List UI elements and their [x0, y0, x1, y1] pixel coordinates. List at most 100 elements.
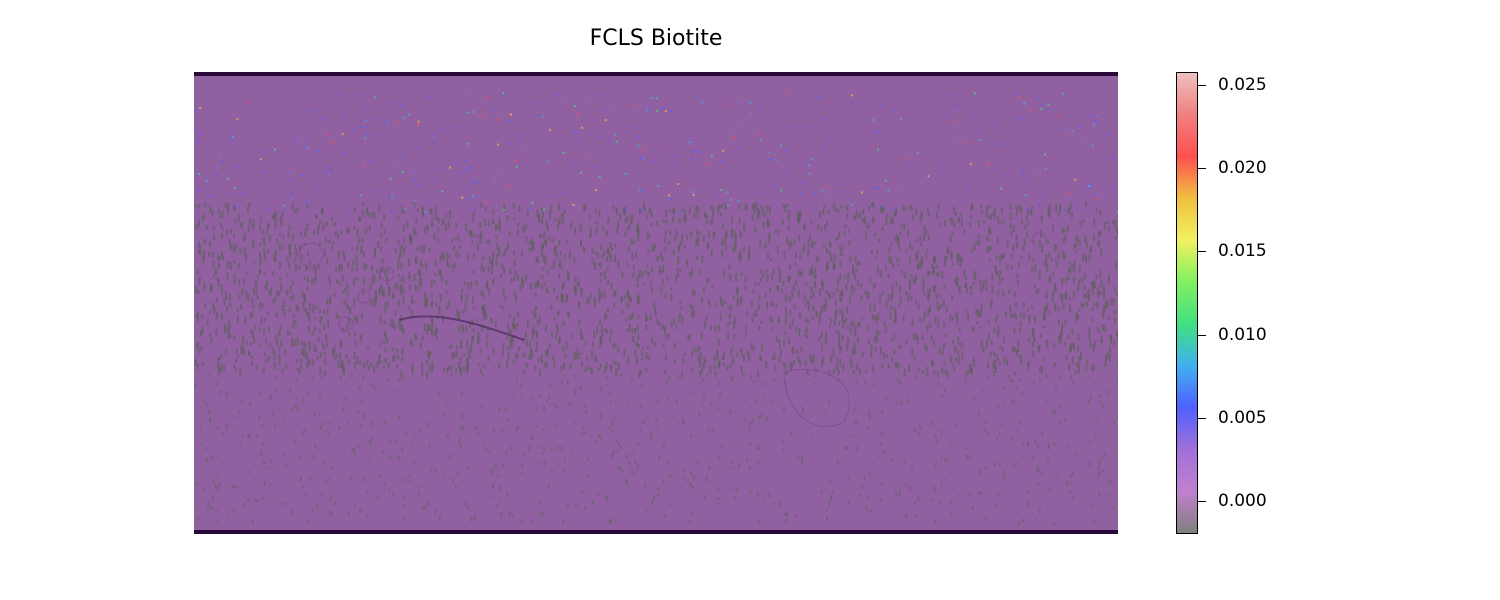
speckle [671, 415, 674, 419]
speckle [811, 356, 814, 364]
speckle [736, 352, 739, 357]
speckle [718, 360, 721, 366]
speckle [354, 519, 357, 522]
speckle [734, 133, 737, 136]
speckle [297, 306, 300, 313]
speckle [362, 210, 365, 217]
speckle [351, 268, 354, 272]
speckle [793, 360, 796, 365]
speckle [989, 351, 992, 357]
speckle [832, 369, 835, 375]
speckle [515, 159, 518, 162]
speckle [498, 217, 501, 225]
speckle [264, 148, 267, 151]
speckle [778, 501, 781, 507]
speckle [726, 322, 729, 327]
speckle [980, 309, 982, 317]
speckle [370, 264, 373, 272]
speckle [280, 215, 283, 224]
speckle [1108, 346, 1111, 354]
speckle [262, 367, 265, 374]
speckle [985, 206, 988, 213]
speckle [362, 287, 365, 296]
speckle [288, 307, 291, 312]
speckle [373, 250, 376, 258]
speckle [553, 317, 556, 321]
speckle [482, 365, 485, 369]
speckle [1102, 469, 1105, 472]
speckle [564, 354, 567, 360]
speckle [911, 214, 914, 221]
speckle [972, 282, 975, 286]
speckle [542, 267, 545, 271]
speckle [895, 362, 898, 367]
speckle [1037, 468, 1040, 472]
speckle [590, 434, 593, 437]
speckle [532, 396, 534, 400]
speckle [1069, 489, 1072, 494]
speckle [426, 200, 429, 203]
speckle [546, 160, 549, 163]
speckle [1036, 97, 1039, 100]
speckle [314, 276, 317, 280]
speckle [683, 245, 686, 249]
speckle [973, 92, 976, 95]
speckle [213, 274, 216, 279]
speckle [812, 359, 815, 365]
speckle [397, 455, 399, 460]
speckle [818, 319, 821, 324]
speckle [389, 440, 392, 444]
speckle [296, 367, 299, 372]
speckle [901, 103, 904, 106]
speckle [666, 276, 669, 281]
speckle [488, 287, 491, 295]
speckle [820, 359, 823, 368]
speckle [1001, 290, 1004, 297]
speckle [782, 439, 784, 443]
speckle [664, 326, 667, 334]
speckle [1024, 194, 1027, 197]
speckle [861, 484, 864, 489]
speckle [698, 207, 701, 212]
speckle [333, 354, 336, 360]
speckle [421, 205, 424, 210]
speckle [425, 262, 428, 271]
speckle [740, 272, 743, 277]
speckle [386, 121, 389, 124]
speckle [855, 210, 858, 218]
speckle [1114, 317, 1117, 324]
speckle [964, 447, 967, 450]
speckle [999, 345, 1002, 350]
speckle [434, 327, 437, 333]
speckle [973, 243, 976, 250]
speckle [723, 300, 726, 305]
speckle [219, 353, 222, 360]
speckle [805, 399, 808, 402]
speckle [584, 203, 587, 210]
speckle [942, 299, 945, 306]
crater-feature [357, 290, 371, 304]
speckle [410, 309, 413, 317]
speckle [263, 240, 266, 247]
speckle [781, 220, 784, 225]
speckle [1014, 117, 1017, 120]
speckle [474, 426, 477, 432]
speckle [1061, 293, 1064, 299]
speckle [665, 380, 668, 386]
speckle [828, 324, 831, 329]
speckle [360, 312, 363, 320]
speckle [651, 337, 653, 345]
speckle [546, 399, 548, 402]
speckle [654, 310, 657, 317]
speckle [275, 311, 278, 316]
speckle [464, 308, 467, 312]
speckle [217, 364, 220, 371]
speckle [932, 340, 935, 347]
speckle [644, 483, 647, 488]
speckle [781, 288, 783, 295]
speckle [387, 153, 390, 156]
speckle [389, 323, 392, 327]
speckle [1012, 346, 1014, 351]
speckle [748, 354, 751, 362]
speckle [881, 364, 884, 369]
